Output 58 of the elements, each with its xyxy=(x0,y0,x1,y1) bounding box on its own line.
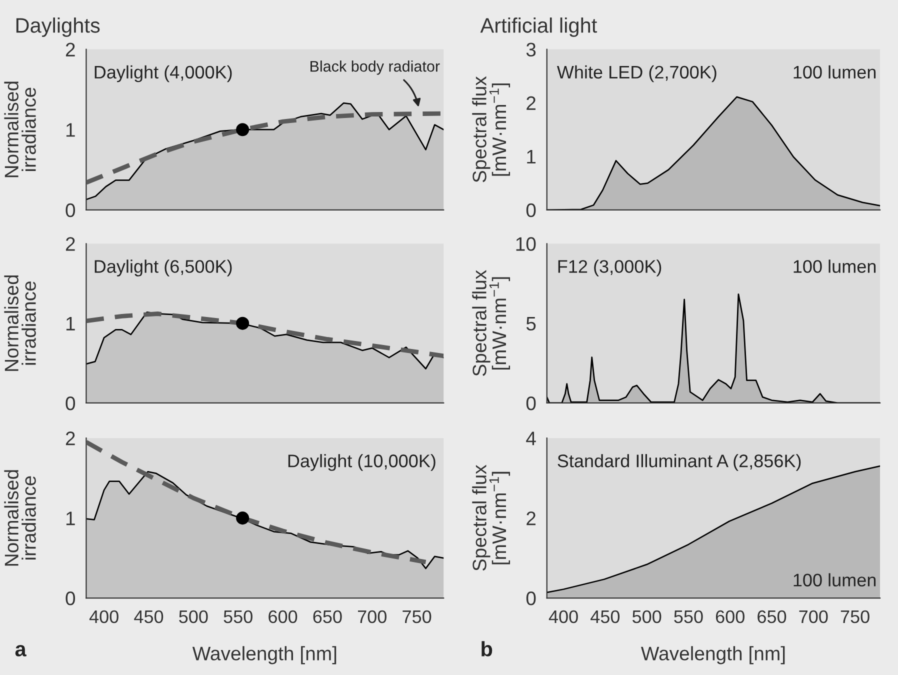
y-tick-label: 0 xyxy=(66,592,76,606)
y-tick-label: 2 xyxy=(66,42,75,56)
x-tick-label: 550 xyxy=(224,610,252,624)
x-tick-label: 500 xyxy=(179,610,208,624)
annotation: F12 (3,000K) xyxy=(558,260,662,276)
annotation: Black body radiator xyxy=(310,60,440,75)
x-axis-title: Wavelength [nm] xyxy=(192,646,336,664)
chart-title: Artificial light xyxy=(480,18,598,37)
x-tick-label: 400 xyxy=(548,610,578,624)
y-axis-title: Spectral flux [mW·nm$^{−1}$] xyxy=(472,270,510,376)
x-tick-label: 450 xyxy=(134,610,164,624)
annotation: Standard Illuminant A (2,856K) xyxy=(558,454,801,471)
x-tick-label: 650 xyxy=(313,610,342,624)
y-axis-title: Normalised irradiance xyxy=(4,470,36,566)
y-tick-label: 4 xyxy=(526,432,536,446)
annotation: 100 lumen xyxy=(794,573,876,586)
x-tick-label: 450 xyxy=(590,610,620,624)
annotation: 100 lumen xyxy=(794,65,876,79)
x-tick-label: 650 xyxy=(758,610,786,624)
y-axis-title: Spectral flux [mW·nm$^{−1}$] xyxy=(472,464,510,571)
y-tick-label: 3 xyxy=(526,42,536,57)
annotation: Daylight (10,000K) xyxy=(288,454,436,471)
x-tick-label: 550 xyxy=(674,610,703,624)
y-tick-label: 2 xyxy=(526,512,536,526)
y-axis-title: Normalised irradiance xyxy=(4,82,36,178)
y-tick-label: 10 xyxy=(516,237,536,251)
y-axis-title: Spectral flux [mW·nm$^{−1}$] xyxy=(472,76,510,182)
y-tick-label: 0 xyxy=(66,396,76,410)
y-tick-label: 2 xyxy=(66,237,75,251)
y-tick-label: 1 xyxy=(66,316,75,330)
x-tick-label: 700 xyxy=(799,610,828,624)
line-series xyxy=(86,312,444,358)
annotation: White LED (2,700K) xyxy=(556,65,716,82)
x-axis-title: Wavelength [nm] xyxy=(640,646,785,664)
y-tick-label: 5 xyxy=(526,316,536,331)
y-tick-label: 1 xyxy=(66,123,75,137)
x-tick-label: 600 xyxy=(716,610,744,624)
y-tick-label: 1 xyxy=(66,512,75,526)
x-tick-label: 500 xyxy=(632,610,662,624)
x-tick-label: 700 xyxy=(358,610,386,624)
x-tick-label: 750 xyxy=(402,610,432,624)
chart-title: Daylights xyxy=(16,18,100,37)
annotation: 100 lumen xyxy=(794,260,876,273)
text: b xyxy=(482,641,492,656)
y-tick-label: 0 xyxy=(526,396,536,410)
y-tick-label: 2 xyxy=(526,96,536,110)
x-tick-label: 400 xyxy=(89,610,118,624)
y-axis-title: Normalised irradiance xyxy=(4,275,36,371)
x-tick-label: 600 xyxy=(268,610,298,624)
y-tick-label: 0 xyxy=(526,203,536,218)
y-tick-label: 0 xyxy=(66,203,76,218)
annotation: Daylight (4,000K) xyxy=(94,65,232,82)
y-tick-label: 2 xyxy=(66,432,75,446)
x-tick-label: 750 xyxy=(840,610,870,624)
y-tick-label: 1 xyxy=(527,150,536,164)
text: a xyxy=(15,645,26,656)
y-tick-label: 0 xyxy=(526,592,536,606)
annotation: Daylight (6,500K) xyxy=(94,260,232,276)
